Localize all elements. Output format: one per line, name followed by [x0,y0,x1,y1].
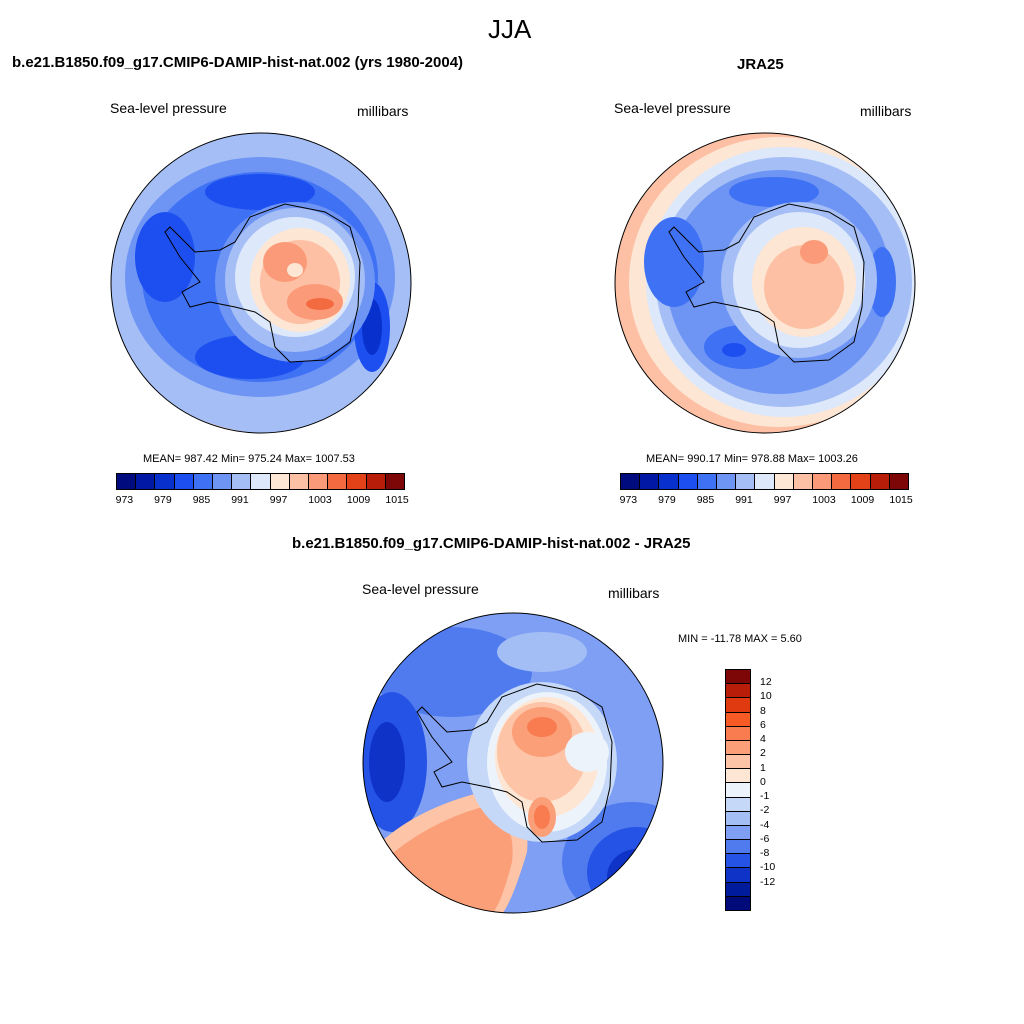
colorbar-swatch [232,474,252,489]
panel2-units-label: millibars [860,103,912,119]
colorbar-tick-label: 1 [760,761,766,774]
colorbar-swatch [726,882,750,897]
colorbar-tick-label: 985 [192,494,211,506]
colorbar-tick-label: 991 [735,494,753,506]
colorbar-tick-label: 979 [658,494,676,506]
colorbar-swatch [385,474,405,489]
colorbar-tick-label: 8 [760,704,766,717]
colorbar-tick-label: 1015 [385,494,409,506]
colorbar-swatch [726,698,750,713]
colorbar-swatch [726,670,750,685]
colorbar-swatch [726,726,750,741]
colorbar-swatch [726,740,750,756]
colorbar-swatch [155,474,175,489]
colorbar-swatch [193,474,214,489]
colorbar-swatch [832,474,852,489]
panel1-units-label: millibars [357,103,409,119]
colorbar-tick-label: -12 [760,875,776,888]
colorbar-tick-label: 1009 [850,494,875,506]
diff-stats: MIN = -11.78 MAX = 5.60 [678,633,802,645]
diff-units-label: millibars [608,585,660,601]
colorbar-tick-label: 10 [760,690,772,703]
panel1-polar-map [110,132,412,434]
colorbar-swatch [117,474,137,489]
colorbar-tick-label: 1015 [889,494,913,506]
colorbar-tick-label: -4 [760,818,770,831]
colorbar-swatch [289,474,310,489]
panel1-stats: MEAN= 987.42 Min= 975.24 Max= 1007.53 [143,453,355,465]
colorbar-swatch [328,474,348,489]
colorbar-swatch [347,474,367,489]
colorbar-swatch [717,474,737,489]
colorbar-swatch [366,474,386,489]
colorbar-tick-label: -10 [760,861,776,874]
colorbar-swatch [726,755,750,770]
colorbar-swatch [659,474,679,489]
figure-title: JJA [488,14,532,44]
colorbar-swatch [870,474,890,489]
colorbar-swatch [726,840,750,855]
colorbar-swatch [726,825,750,841]
colorbar-tick-label: 6 [760,718,766,731]
colorbar-swatch [889,474,909,489]
panel1-variable-label: Sea-level pressure [110,100,227,116]
panel1-title: b.e21.B1850.f09_g17.CMIP6-DAMIP-hist-nat… [12,54,464,71]
colorbar-tick-label: 973 [619,494,638,506]
colorbar-swatch [678,474,698,489]
panel1-colorbar [116,473,405,490]
colorbar-swatch [726,811,750,826]
colorbar-tick-label: 1003 [812,494,836,506]
colorbar-tick-label: 12 [760,676,772,689]
panel2-title: JRA25 [737,56,784,73]
colorbar-tick-label: -6 [760,832,770,845]
panel2-polar-map [614,132,916,434]
colorbar-tick-label: 991 [231,494,249,506]
colorbar-swatch [640,474,660,489]
colorbar-swatch [813,474,833,489]
colorbar-swatch [726,783,750,798]
colorbar-swatch [174,474,194,489]
colorbar-tick-label: 2 [760,747,766,760]
colorbar-swatch [774,474,794,489]
colorbar-swatch [726,868,750,883]
colorbar-swatch [726,684,750,699]
colorbar-swatch [213,474,233,489]
diff-panel-title: b.e21.B1850.f09_g17.CMIP6-DAMIP-hist-nat… [292,535,691,552]
colorbar-tick-label: 979 [154,494,172,506]
colorbar-tick-label: 0 [760,775,766,788]
colorbar-swatch [309,474,329,489]
colorbar-swatch [726,797,750,812]
colorbar-tick-label: 1009 [346,494,371,506]
colorbar-tick-label: 4 [760,733,766,746]
panel2-variable-label: Sea-level pressure [614,100,731,116]
diff-colorbar [725,669,751,911]
colorbar-swatch [851,474,871,489]
panel2-colorbar [620,473,909,490]
panel2-stats: MEAN= 990.17 Min= 978.88 Max= 1003.26 [646,453,858,465]
colorbar-swatch [726,712,750,727]
colorbar-swatch [726,769,750,784]
colorbar-tick-label: 1003 [308,494,332,506]
colorbar-tick-label: 997 [773,494,792,506]
colorbar-tick-label: -2 [760,804,770,817]
colorbar-tick-label: 997 [269,494,288,506]
colorbar-tick-label: -1 [760,790,770,803]
colorbar-swatch [726,854,750,869]
diff-polar-map [362,612,664,914]
colorbar-swatch [270,474,290,489]
colorbar-swatch [736,474,756,489]
colorbar-swatch [621,474,641,489]
colorbar-swatch [755,474,775,489]
colorbar-swatch [251,474,271,489]
diff-variable-label: Sea-level pressure [362,581,479,597]
colorbar-swatch [136,474,156,489]
colorbar-swatch [793,474,814,489]
colorbar-tick-label: 973 [115,494,134,506]
colorbar-swatch [726,896,750,910]
colorbar-tick-label: -8 [760,847,770,860]
colorbar-swatch [697,474,718,489]
colorbar-tick-label: 985 [696,494,715,506]
